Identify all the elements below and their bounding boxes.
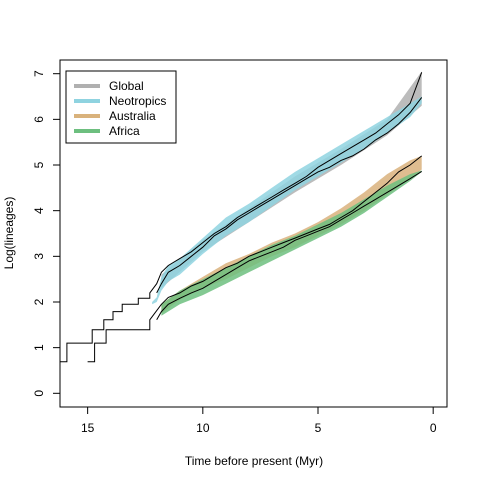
band-neotropics (152, 96, 422, 305)
y-tick-label: 2 (32, 298, 46, 305)
y-tick-label: 3 (32, 253, 46, 260)
y-tick-label: 6 (32, 116, 46, 123)
median-lines (60, 72, 423, 363)
confidence-bands (152, 71, 422, 316)
y-tick-label: 4 (32, 207, 46, 214)
band-africa (161, 170, 422, 316)
x-tick-label: 0 (430, 421, 437, 435)
y-axis-label: Log(lineages) (2, 197, 16, 270)
x-axis-label: Time before present (Myr) (185, 454, 323, 468)
line-australia (87, 155, 423, 363)
x-axis: 15 10 5 0 (81, 406, 437, 435)
y-tick-label: 0 (32, 390, 46, 397)
x-tick-label: 15 (81, 421, 95, 435)
legend-label-africa: Africa (109, 124, 140, 138)
line-neotropics (156, 97, 423, 294)
x-tick-label: 10 (196, 421, 210, 435)
legend-label-neotropics: Neotropics (109, 94, 166, 108)
line-global (60, 72, 423, 363)
legend-label-australia: Australia (109, 109, 156, 123)
y-axis: 0 1 2 3 4 5 6 7 (32, 70, 61, 397)
line-africa (156, 170, 422, 321)
y-tick-label: 7 (32, 70, 46, 77)
y-tick-label: 1 (32, 344, 46, 351)
y-tick-label: 5 (32, 161, 46, 168)
x-tick-label: 5 (315, 421, 322, 435)
legend-label-global: Global (109, 79, 144, 93)
